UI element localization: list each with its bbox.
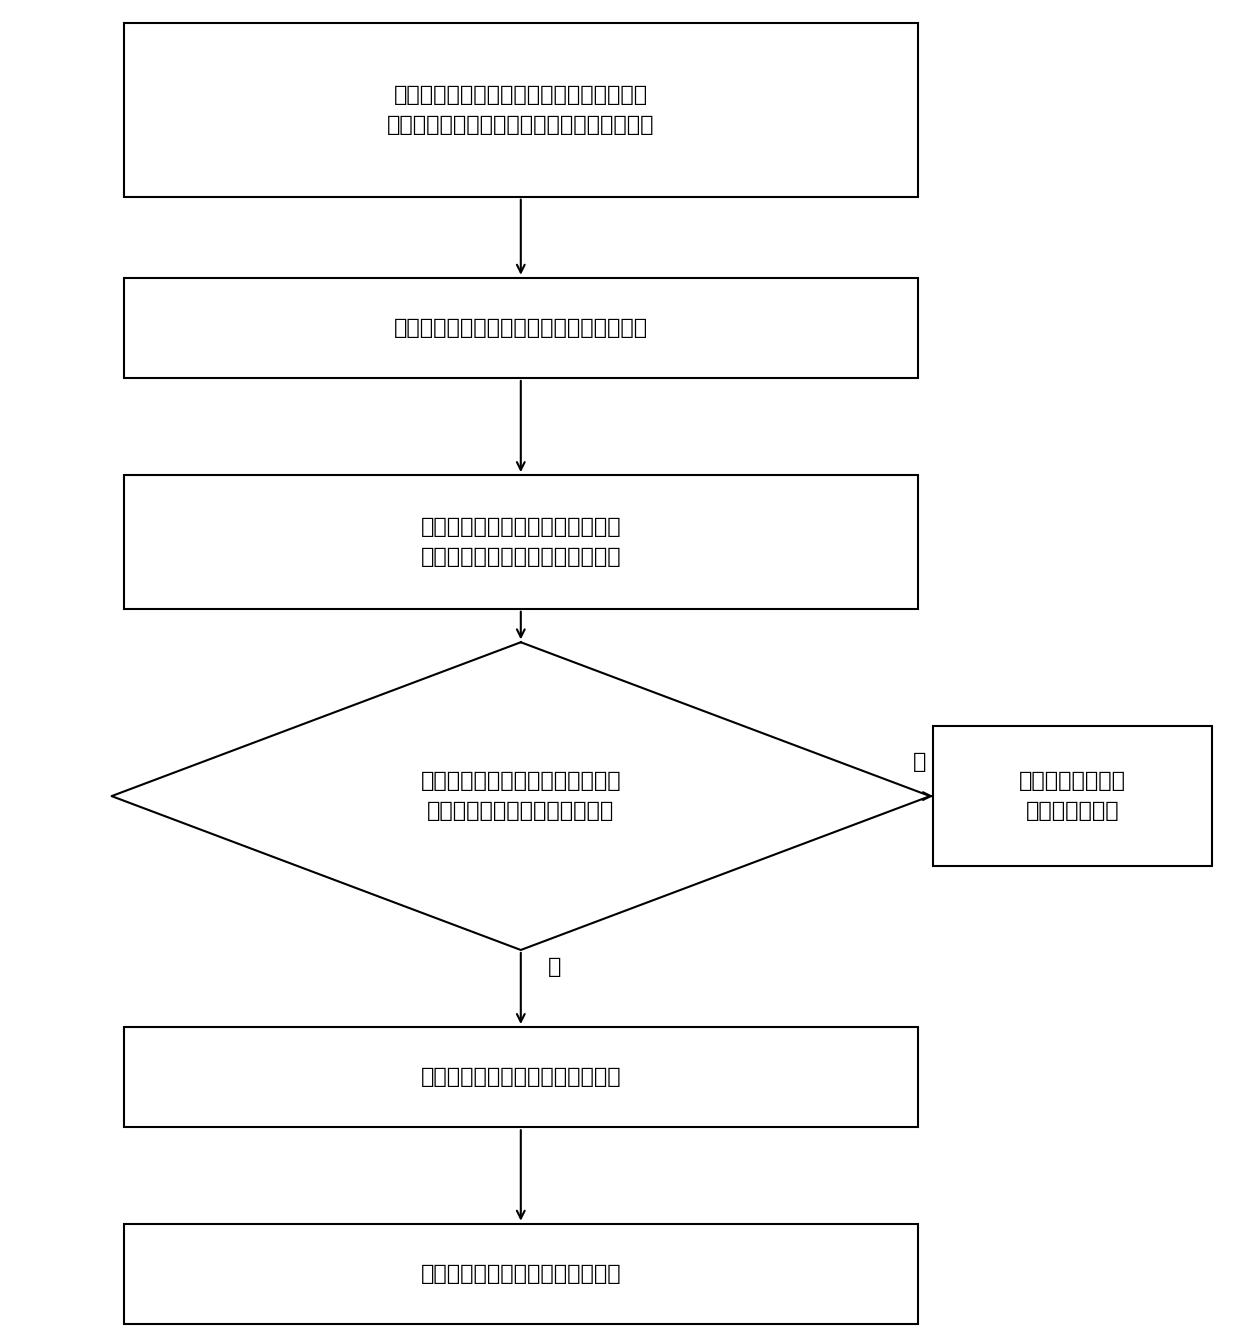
Bar <box>124 1028 918 1127</box>
Text: 对频率控制装置定值参数进行调整: 对频率控制装置定值参数进行调整 <box>420 1068 621 1086</box>
Text: 确定频率控制装置的最终配置方案: 确定频率控制装置的最终配置方案 <box>420 1264 621 1283</box>
Text: 仿真分析严重故障下频率控制装置
的动作行为和孤网频率的变化情况: 仿真分析严重故障下频率控制装置 的动作行为和孤网频率的变化情况 <box>420 516 621 567</box>
Bar <box>124 475 918 609</box>
Text: 是: 是 <box>913 752 926 772</box>
Bar <box>124 1223 918 1325</box>
Bar <box>932 725 1211 867</box>
Bar <box>124 278 918 377</box>
Text: 频率控制装置配置
方案的效果良好: 频率控制装置配置 方案的效果良好 <box>1019 771 1126 822</box>
Bar <box>124 23 918 197</box>
Text: 建立弱联系电网出现孤网运行方式的故障集: 建立弱联系电网出现孤网运行方式的故障集 <box>394 318 647 337</box>
Text: 否: 否 <box>548 957 562 977</box>
Text: 建立包括含频率控制装置的弱联系电网仿真
数据模型和外部电网数据模型的电网数据模型: 建立包括含频率控制装置的弱联系电网仿真 数据模型和外部电网数据模型的电网数据模型 <box>387 84 655 135</box>
Text: 发生引起孤网频率变化的严重故障
时的仿真结果是否满足相应条件: 发生引起孤网频率变化的严重故障 时的仿真结果是否满足相应条件 <box>420 771 621 822</box>
